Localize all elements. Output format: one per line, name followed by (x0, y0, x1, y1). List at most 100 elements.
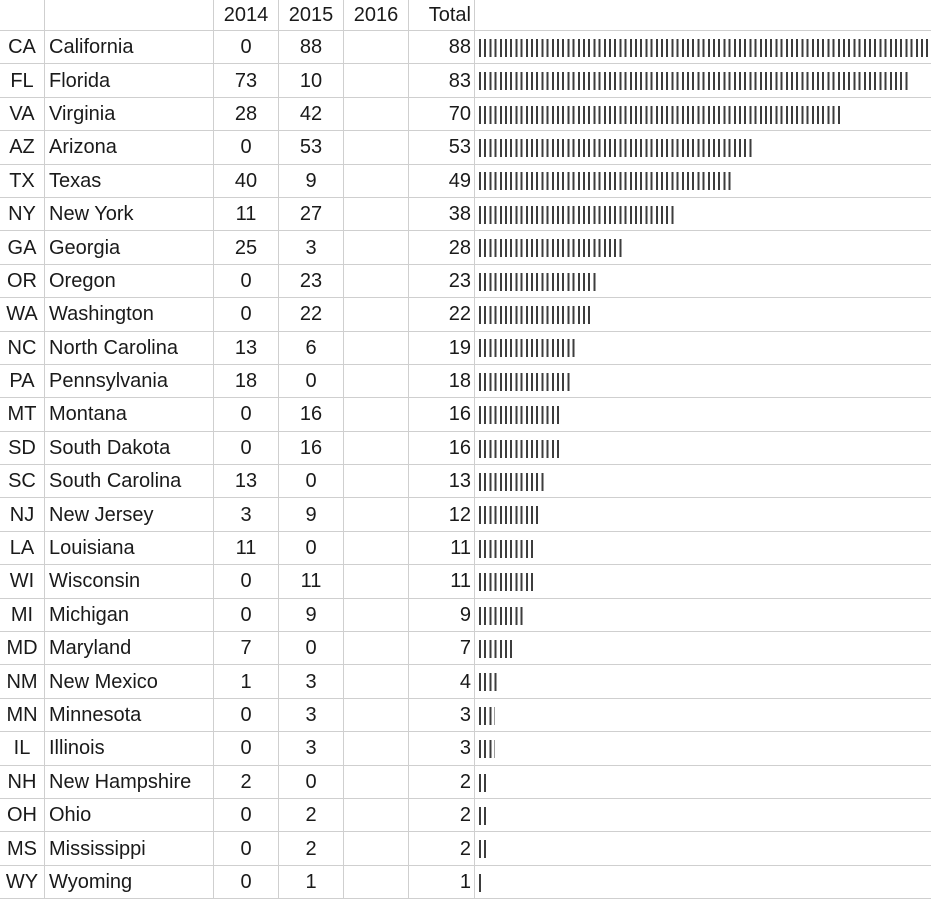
value-2014-cell[interactable]: 0 (213, 564, 279, 599)
bar-cell[interactable] (474, 464, 931, 499)
total-cell[interactable]: 11 (408, 564, 475, 599)
state-name-cell[interactable]: Texas (44, 163, 214, 198)
value-2014-cell[interactable]: 0 (213, 297, 279, 332)
value-2015-cell[interactable]: 16 (278, 430, 344, 466)
state-name-cell[interactable]: South Carolina (44, 464, 214, 499)
state-name-cell[interactable]: North Carolina (44, 330, 214, 365)
total-cell[interactable]: 28 (408, 230, 475, 265)
header-code-cell[interactable] (0, 0, 45, 31)
state-name-cell[interactable]: Wyoming (44, 864, 214, 900)
total-cell[interactable]: 70 (408, 96, 475, 132)
state-name-cell[interactable]: New York (44, 196, 214, 232)
state-name-cell[interactable]: Wisconsin (44, 564, 214, 599)
total-cell[interactable]: 3 (408, 697, 475, 733)
bar-cell[interactable] (474, 397, 931, 432)
total-cell[interactable]: 2 (408, 797, 475, 833)
total-cell[interactable]: 16 (408, 397, 475, 432)
value-2015-cell[interactable]: 53 (278, 130, 344, 165)
state-name-cell[interactable]: Florida (44, 63, 214, 98)
state-name-cell[interactable]: New Mexico (44, 664, 214, 699)
bar-cell[interactable] (474, 697, 931, 733)
value-2016-cell[interactable] (343, 530, 409, 566)
state-code-cell[interactable]: IL (0, 731, 45, 766)
bar-cell[interactable] (474, 330, 931, 365)
total-cell[interactable]: 53 (408, 130, 475, 165)
value-2015-cell[interactable]: 2 (278, 797, 344, 833)
value-2014-cell[interactable]: 28 (213, 96, 279, 132)
value-2014-cell[interactable]: 0 (213, 29, 279, 65)
state-code-cell[interactable]: MI (0, 597, 45, 633)
value-2015-cell[interactable]: 0 (278, 631, 344, 666)
value-2015-cell[interactable]: 3 (278, 230, 344, 265)
state-name-cell[interactable]: New Hampshire (44, 764, 214, 799)
bar-cell[interactable] (474, 297, 931, 332)
bar-cell[interactable] (474, 564, 931, 599)
value-2016-cell[interactable] (343, 464, 409, 499)
bar-cell[interactable] (474, 764, 931, 799)
value-2016-cell[interactable] (343, 597, 409, 633)
bar-cell[interactable] (474, 664, 931, 699)
state-name-cell[interactable]: Virginia (44, 96, 214, 132)
value-2016-cell[interactable] (343, 96, 409, 132)
bar-cell[interactable] (474, 130, 931, 165)
total-cell[interactable]: 12 (408, 497, 475, 532)
total-cell[interactable]: 88 (408, 29, 475, 65)
value-2016-cell[interactable] (343, 497, 409, 532)
value-2015-cell[interactable]: 1 (278, 864, 344, 900)
value-2016-cell[interactable] (343, 63, 409, 98)
value-2015-cell[interactable]: 3 (278, 731, 344, 766)
bar-cell[interactable] (474, 29, 931, 65)
value-2016-cell[interactable] (343, 631, 409, 666)
bar-cell[interactable] (474, 363, 931, 399)
value-2016-cell[interactable] (343, 196, 409, 232)
value-2016-cell[interactable] (343, 430, 409, 466)
value-2016-cell[interactable] (343, 764, 409, 799)
bar-cell[interactable] (474, 430, 931, 466)
state-name-cell[interactable]: Michigan (44, 597, 214, 633)
bar-cell[interactable] (474, 797, 931, 833)
total-cell[interactable]: 7 (408, 631, 475, 666)
value-2015-cell[interactable]: 3 (278, 697, 344, 733)
value-2014-cell[interactable]: 0 (213, 731, 279, 766)
value-2014-cell[interactable]: 11 (213, 196, 279, 232)
value-2016-cell[interactable] (343, 363, 409, 399)
value-2014-cell[interactable]: 0 (213, 864, 279, 900)
value-2015-cell[interactable]: 23 (278, 263, 344, 299)
state-code-cell[interactable]: AZ (0, 130, 45, 165)
value-2016-cell[interactable] (343, 230, 409, 265)
total-cell[interactable]: 22 (408, 297, 475, 332)
total-cell[interactable]: 13 (408, 464, 475, 499)
value-2014-cell[interactable]: 13 (213, 464, 279, 499)
value-2016-cell[interactable] (343, 330, 409, 365)
value-2014-cell[interactable]: 13 (213, 330, 279, 365)
state-name-cell[interactable]: Ohio (44, 797, 214, 833)
value-2015-cell[interactable]: 42 (278, 96, 344, 132)
header-2014-cell[interactable]: 2014 (213, 0, 279, 31)
state-name-cell[interactable]: New Jersey (44, 497, 214, 532)
bar-cell[interactable] (474, 497, 931, 532)
value-2014-cell[interactable]: 0 (213, 397, 279, 432)
state-name-cell[interactable]: Mississippi (44, 831, 214, 866)
value-2014-cell[interactable]: 1 (213, 664, 279, 699)
value-2015-cell[interactable]: 9 (278, 497, 344, 532)
total-cell[interactable]: 18 (408, 363, 475, 399)
state-name-cell[interactable]: Maryland (44, 631, 214, 666)
value-2014-cell[interactable]: 0 (213, 263, 279, 299)
value-2015-cell[interactable]: 2 (278, 831, 344, 866)
state-code-cell[interactable]: MS (0, 831, 45, 866)
state-code-cell[interactable]: MN (0, 697, 45, 733)
value-2016-cell[interactable] (343, 831, 409, 866)
value-2014-cell[interactable]: 0 (213, 430, 279, 466)
value-2016-cell[interactable] (343, 263, 409, 299)
state-name-cell[interactable]: Louisiana (44, 530, 214, 566)
state-code-cell[interactable]: CA (0, 29, 45, 65)
header-2016-cell[interactable]: 2016 (343, 0, 409, 31)
value-2016-cell[interactable] (343, 731, 409, 766)
state-code-cell[interactable]: NY (0, 196, 45, 232)
value-2016-cell[interactable] (343, 697, 409, 733)
value-2015-cell[interactable]: 3 (278, 664, 344, 699)
value-2014-cell[interactable]: 0 (213, 831, 279, 866)
state-code-cell[interactable]: TX (0, 163, 45, 198)
header-bar-cell[interactable] (474, 0, 931, 31)
value-2015-cell[interactable]: 22 (278, 297, 344, 332)
